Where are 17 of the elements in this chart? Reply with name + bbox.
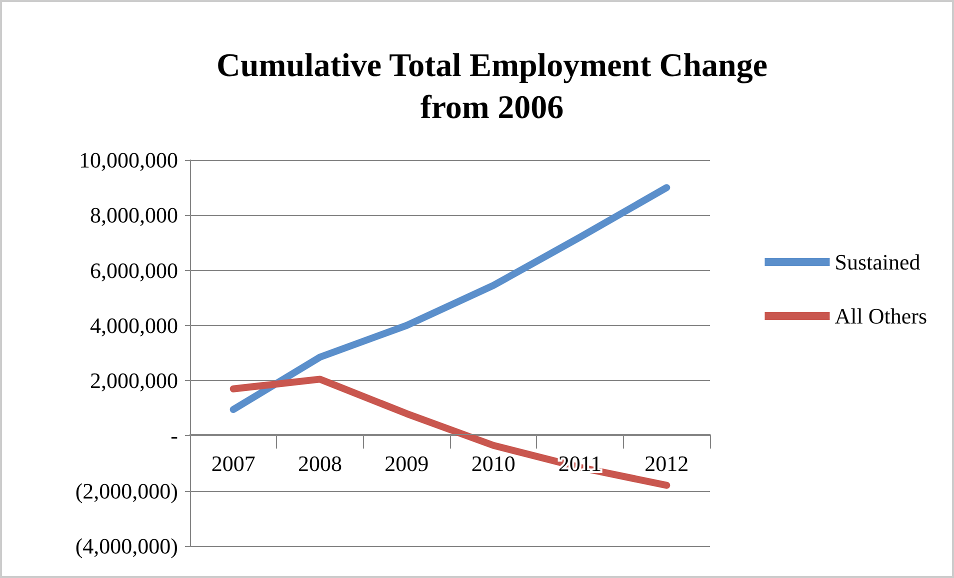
x-tick-label: 2011: [558, 451, 602, 476]
y-tick-label: 6,000,000: [90, 258, 178, 283]
y-tick-label: 8,000,000: [90, 202, 178, 228]
chart-title: Cumulative Total Employment Change from 2006: [216, 48, 768, 126]
y-tick-label: -: [170, 423, 178, 448]
x-tick-label: 2009: [384, 451, 429, 476]
y-tick-label: (4,000,000): [75, 534, 178, 558]
y-tick-label: 2,000,000: [90, 368, 178, 394]
legend-label: All Others: [834, 304, 927, 328]
x-tick-label: 2008: [298, 451, 342, 476]
y-tick-label: 10,000,000: [79, 148, 178, 172]
x-tick-label: 2010: [471, 451, 516, 476]
x-tick-label: 2012: [644, 451, 689, 476]
x-tick-label: 2007: [211, 451, 256, 476]
y-tick-label: (2,000,000): [75, 478, 178, 504]
y-tick-label: 4,000,000: [90, 312, 178, 338]
legend-label: Sustained: [834, 250, 920, 274]
